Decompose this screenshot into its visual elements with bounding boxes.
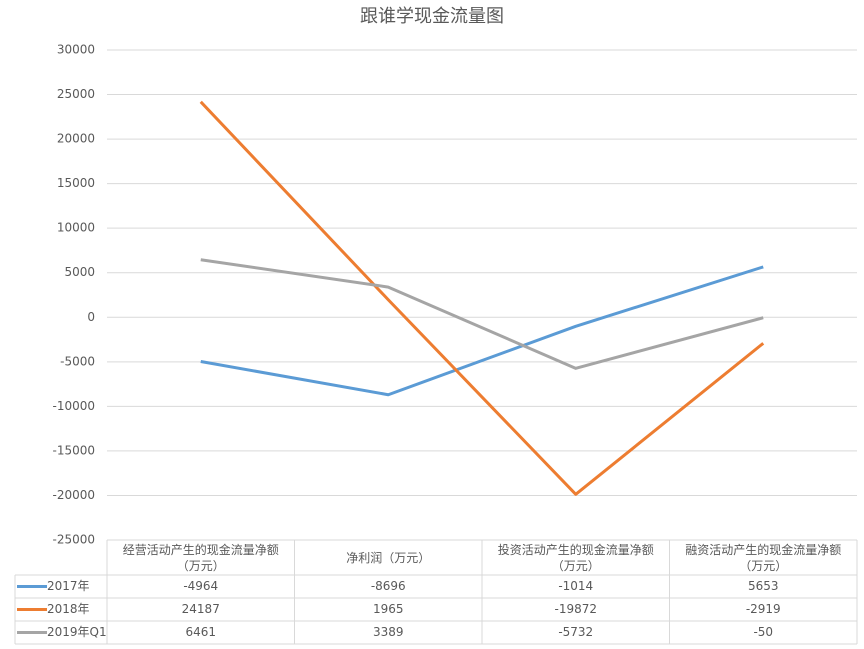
- table-value: 6461: [185, 625, 216, 639]
- category-label: 融资活动产生的现金流量净额（万元）: [685, 542, 842, 573]
- table-value: -19872: [554, 602, 597, 616]
- y-tick-label: 20000: [57, 132, 95, 146]
- table-value: -2919: [746, 602, 781, 616]
- y-tick-label: -5000: [60, 354, 95, 368]
- table-value: 5653: [748, 579, 779, 593]
- category-label: 净利润（万元）: [346, 550, 431, 565]
- table-value: 24187: [182, 602, 220, 616]
- y-tick-label: 25000: [57, 87, 95, 101]
- y-tick-label: -25000: [52, 533, 95, 547]
- series-line: [200, 258, 764, 370]
- table-value: 3389: [373, 625, 404, 639]
- table-value: -50: [753, 625, 773, 639]
- table-value: 1965: [373, 602, 404, 616]
- category-label: 投资活动产生的现金流量净额（万元）: [497, 542, 654, 573]
- y-tick-label: -15000: [52, 443, 95, 457]
- category-label: 经营活动产生的现金流量净额（万元）: [122, 542, 279, 573]
- series-line: [199, 100, 765, 496]
- y-tick-label: 30000: [57, 43, 95, 57]
- legend-label: 2019年Q1: [47, 625, 107, 639]
- y-tick-label: -10000: [52, 399, 95, 413]
- chart-title: 跟谁学现金流量图: [360, 6, 504, 27]
- legend-label: 2017年: [47, 579, 90, 593]
- y-tick-label: 5000: [64, 265, 95, 279]
- y-tick-label: 0: [87, 310, 95, 324]
- legend-label: 2018年: [47, 602, 90, 616]
- table-value: -8696: [371, 579, 406, 593]
- y-tick-label: 15000: [57, 176, 95, 190]
- table-value: -1014: [558, 579, 593, 593]
- table-value: -5732: [558, 625, 593, 639]
- y-tick-label: 10000: [57, 221, 95, 235]
- table-value: -4964: [183, 579, 218, 593]
- y-tick-label: -20000: [52, 488, 95, 502]
- series-line: [200, 265, 764, 397]
